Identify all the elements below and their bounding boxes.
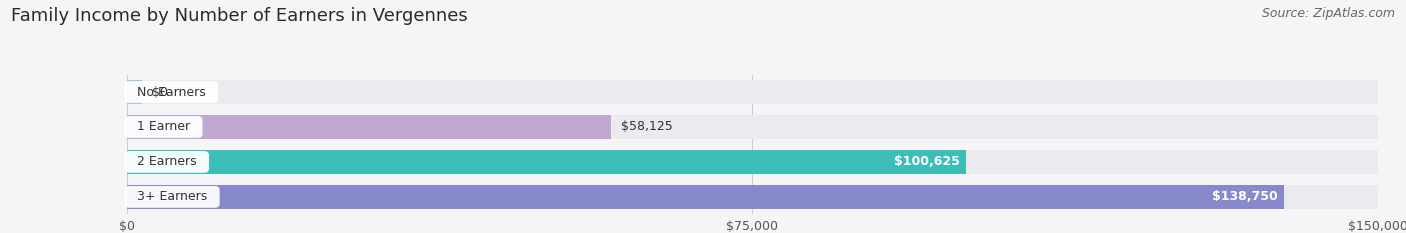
Text: 2 Earners: 2 Earners (129, 155, 205, 168)
Bar (127, 185, 1378, 209)
Text: Family Income by Number of Earners in Vergennes: Family Income by Number of Earners in Ve… (11, 7, 468, 25)
Bar (127, 115, 612, 139)
Bar (127, 150, 966, 174)
Bar (127, 115, 1378, 139)
Text: 3+ Earners: 3+ Earners (129, 190, 215, 203)
Text: $138,750: $138,750 (1212, 190, 1278, 203)
Text: $0: $0 (152, 86, 167, 99)
Bar (127, 80, 1378, 104)
Text: Source: ZipAtlas.com: Source: ZipAtlas.com (1261, 7, 1395, 20)
Bar (127, 185, 1284, 209)
Text: $58,125: $58,125 (621, 120, 673, 134)
Text: No Earners: No Earners (129, 86, 214, 99)
Bar (127, 80, 142, 104)
Text: 1 Earner: 1 Earner (129, 120, 198, 134)
Bar (127, 150, 1378, 174)
Text: $100,625: $100,625 (894, 155, 960, 168)
